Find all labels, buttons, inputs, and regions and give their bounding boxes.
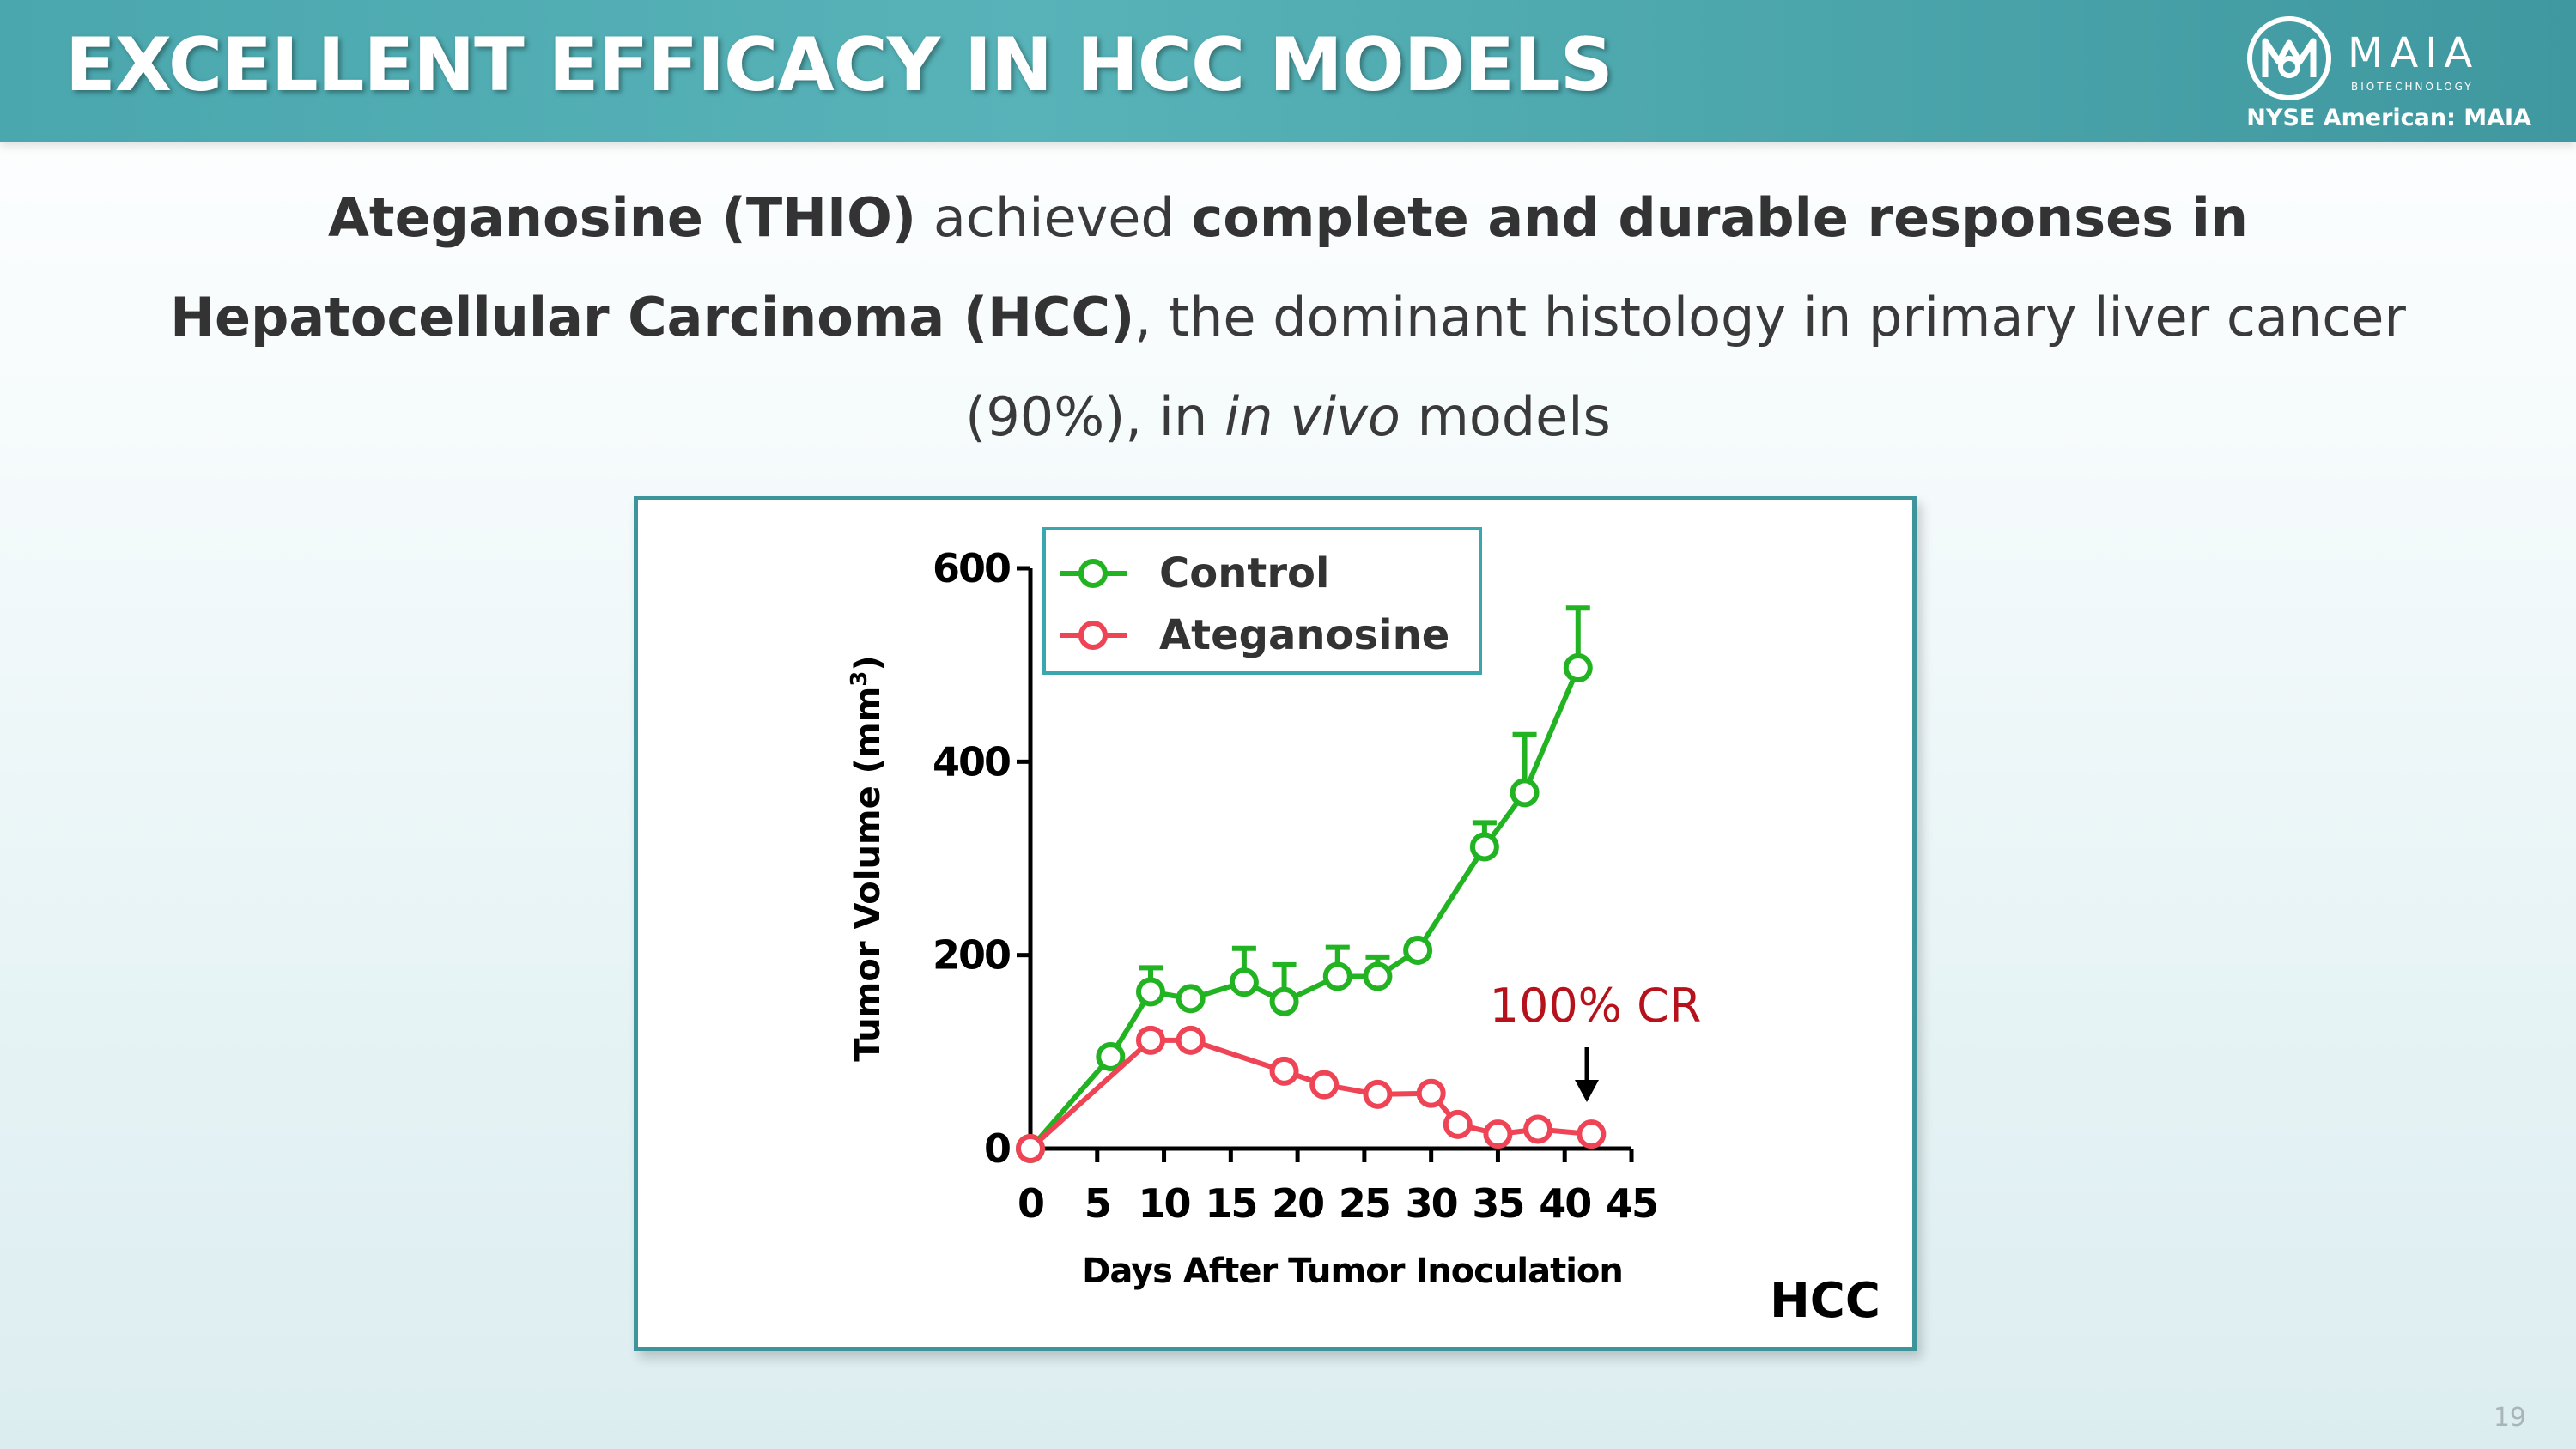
ateganosine-data-point	[1363, 1079, 1393, 1109]
x-tick-label: 45	[1606, 1180, 1657, 1227]
x-axis-label: Days After Tumor Inoculation	[1082, 1252, 1623, 1291]
logo-name: MAIA	[2348, 29, 2480, 77]
ateganosine-data-point	[1309, 1070, 1340, 1100]
control-data-point	[1176, 984, 1206, 1014]
control-data-point	[1322, 961, 1352, 991]
ateganosine-data-point	[1416, 1078, 1446, 1108]
ateganosine-data-point	[1443, 1109, 1473, 1139]
ateganosine-data-point	[1577, 1119, 1607, 1149]
ateganosine-data-point	[1176, 1025, 1206, 1055]
x-tick-label: 25	[1339, 1180, 1390, 1227]
control-legend-marker	[1078, 559, 1108, 588]
ateganosine-data-point	[1016, 1134, 1045, 1163]
logo-subtext: BIOTECHNOLOGY	[2351, 81, 2474, 93]
subtitle-text-1: achieved	[916, 186, 1192, 249]
ateganosine-legend-marker	[1078, 621, 1108, 650]
ateganosine-data-point	[1523, 1114, 1553, 1144]
x-tick-label: 10	[1139, 1180, 1190, 1227]
maia-logo-icon	[2247, 16, 2331, 100]
control-data-point	[1510, 778, 1540, 808]
slide-subtitle: Ateganosine (THIO) achieved complete and…	[129, 168, 2447, 467]
control-data-point	[1563, 653, 1593, 683]
x-tick-label: 5	[1084, 1180, 1110, 1227]
subtitle-text-2: , the dominant histology in primary live…	[965, 286, 2406, 448]
complete-response-annotation: 100% CR	[1490, 979, 1702, 1033]
control-data-point	[1403, 936, 1433, 966]
subtitle-drug-name: Ateganosine (THIO)	[327, 186, 917, 249]
y-tick-label: 600	[933, 545, 1010, 591]
subtitle-italic: in vivo	[1224, 385, 1400, 448]
annotation-arrow-head	[1575, 1080, 1599, 1102]
control-data-point	[1469, 832, 1499, 862]
y-tick-label: 400	[933, 738, 1010, 785]
control-data-point	[1136, 977, 1165, 1007]
subtitle-emphasis: complete and durable responses in Hepato…	[170, 186, 2249, 349]
control-data-point	[1363, 961, 1393, 991]
ateganosine-data-point	[1483, 1119, 1513, 1149]
x-tick-label: 15	[1205, 1180, 1256, 1227]
y-axis-label: Tumor Volume (mm3)	[847, 655, 888, 1061]
slide-title: EXCELLENT EFFICACY IN HCC MODELS	[65, 22, 1613, 108]
control-legend-label: Control	[1159, 549, 1329, 597]
x-tick-label: 40	[1539, 1180, 1590, 1227]
y-tick-label: 200	[933, 932, 1010, 979]
control-data-point	[1269, 986, 1299, 1016]
x-tick-label: 35	[1472, 1180, 1523, 1227]
legend-box	[1042, 527, 1482, 675]
hcc-label: HCC	[1770, 1273, 1880, 1329]
ticker-label: NYSE American: MAIA	[2246, 105, 2531, 131]
maia-logo: MAIA BIOTECHNOLOGY	[2245, 14, 2519, 108]
ateganosine-legend-label: Ateganosine	[1159, 611, 1449, 659]
title-bar: EXCELLENT EFFICACY IN HCC MODELS MAIA BI…	[0, 0, 2576, 142]
control-data-point	[1229, 967, 1259, 997]
y-tick-label: 0	[984, 1125, 1010, 1172]
x-tick-label: 0	[1018, 1180, 1043, 1227]
subtitle-text-3: models	[1400, 385, 1611, 448]
ateganosine-data-point	[1136, 1025, 1165, 1055]
page-number: 19	[2493, 1403, 2526, 1433]
ateganosine-data-point	[1269, 1056, 1299, 1086]
control-data-point	[1096, 1041, 1126, 1071]
x-tick-label: 30	[1406, 1180, 1457, 1227]
x-tick-label: 20	[1272, 1180, 1323, 1227]
